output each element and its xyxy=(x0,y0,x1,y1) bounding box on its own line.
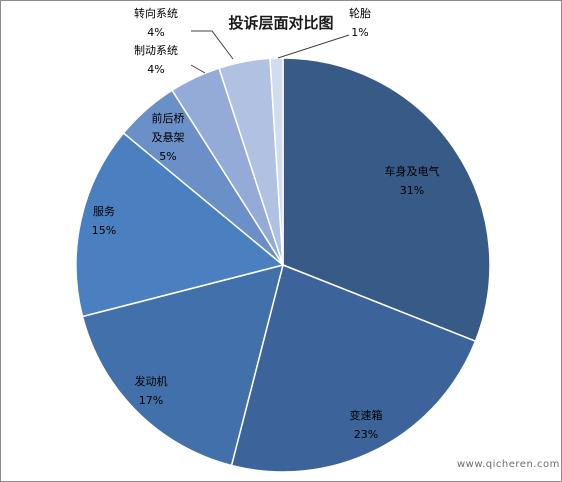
pie-slice xyxy=(75,131,285,318)
leader-line xyxy=(191,30,234,60)
slice-label: 车身及电气 31% xyxy=(385,164,440,197)
slice-label: 制动系统 4% xyxy=(134,44,178,76)
pie-slices xyxy=(75,57,491,473)
watermark: www.qicheren.com.cn xyxy=(457,459,561,470)
slice-label: 轮胎 1% xyxy=(349,6,371,39)
slice-labels: 车身及电气 31% 变速箱 23% 发动机 17% 服务 15% 前后桥及悬架 5% 转向系统 4% 制… xyxy=(92,6,440,441)
leader-line xyxy=(190,64,206,74)
pie-slice xyxy=(230,263,477,473)
slice-label: 服务 15% xyxy=(92,205,116,237)
chart-title: 投诉层面对比图 xyxy=(228,14,333,32)
pie-slice xyxy=(81,263,285,467)
pie-slice xyxy=(269,57,284,266)
slice-label: 发动机 17% xyxy=(135,374,168,407)
leader-line xyxy=(277,34,350,59)
slice-label: 转向系统 4% xyxy=(134,6,178,39)
slice-label: 变速箱 23% xyxy=(350,408,383,441)
pie-slice xyxy=(282,57,491,343)
leader-lines xyxy=(190,30,350,74)
slice-label: 前后桥及悬架 5% xyxy=(152,111,185,163)
